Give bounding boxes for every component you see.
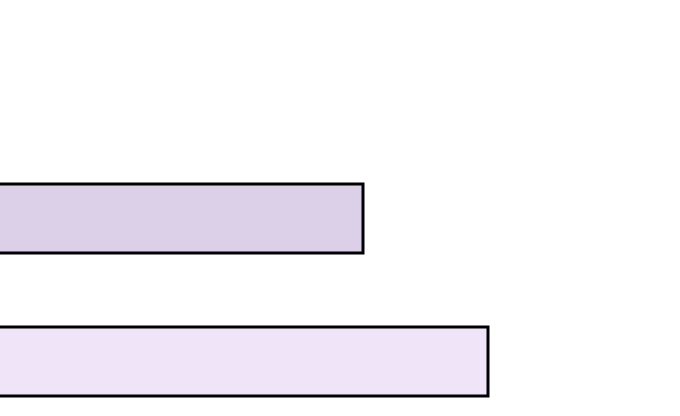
bar — [0, 182, 365, 255]
bar — [0, 325, 490, 398]
